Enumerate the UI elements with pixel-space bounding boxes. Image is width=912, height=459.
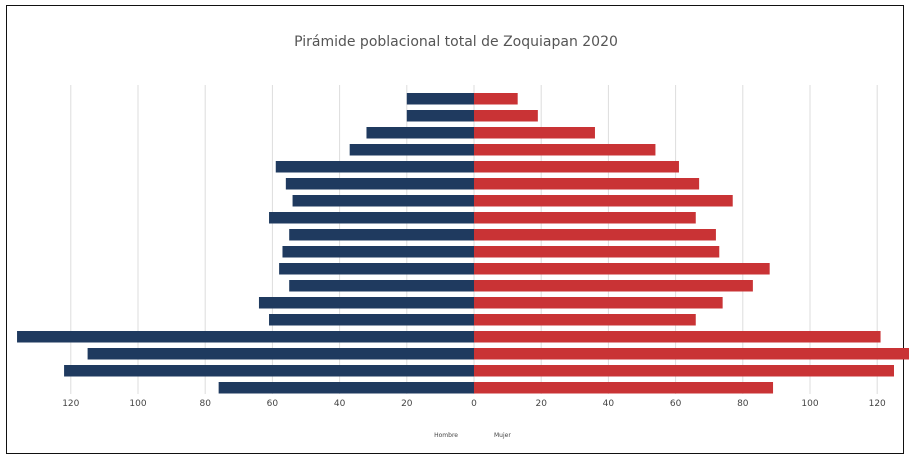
legend: Hombre Mujer xyxy=(434,432,511,439)
bar-hombre xyxy=(269,314,474,326)
bar-mujer xyxy=(474,246,720,258)
bar-mujer xyxy=(474,178,700,190)
bar-mujer xyxy=(474,314,696,326)
bar-hombre xyxy=(87,348,474,360)
bar-mujer xyxy=(474,110,538,122)
bar-mujer xyxy=(474,263,770,275)
x-tick-label: 40 xyxy=(603,399,615,409)
x-tick-label: 100 xyxy=(129,399,146,409)
bar-mujer xyxy=(474,144,656,156)
bar-hombre xyxy=(17,331,474,343)
x-tick-label: 100 xyxy=(801,399,818,409)
bar-hombre xyxy=(285,178,474,190)
bar-mujer xyxy=(474,93,518,105)
x-tick-label: 20 xyxy=(401,399,413,409)
bar-mujer xyxy=(474,365,894,377)
bar-hombre xyxy=(366,127,474,139)
x-tick-label: 20 xyxy=(535,399,547,409)
x-tick-labels: 120 100 80 60 40 20 0 20 40 60 80 100 120 xyxy=(62,399,886,409)
bar-hombre xyxy=(218,382,474,394)
x-tick-label: 120 xyxy=(869,399,886,409)
bar-mujer xyxy=(474,212,696,224)
bar-mujer xyxy=(474,331,881,343)
bar-hombre xyxy=(289,229,474,241)
chart-title: Pirámide poblacional total de Zoquiapan … xyxy=(294,34,618,50)
bar-hombre xyxy=(349,144,474,156)
bar-mujer xyxy=(474,280,753,292)
x-tick-label: 120 xyxy=(62,399,79,409)
bar-hombre xyxy=(292,195,474,207)
bar-hombre xyxy=(258,297,474,309)
legend-label-mujer: Mujer xyxy=(494,432,511,439)
bar-hombre xyxy=(282,246,474,258)
bar-hombre xyxy=(289,280,474,292)
bar-mujer xyxy=(474,195,733,207)
bar-hombre xyxy=(279,263,474,275)
bars xyxy=(17,93,909,394)
bar-hombre xyxy=(269,212,474,224)
x-tick-label: 80 xyxy=(199,399,211,409)
bar-hombre xyxy=(64,365,474,377)
bar-hombre xyxy=(406,110,474,122)
x-tick-label: 60 xyxy=(670,399,682,409)
bar-mujer xyxy=(474,348,909,360)
legend-label-hombre: Hombre xyxy=(434,432,458,439)
x-tick-label: 80 xyxy=(737,399,749,409)
bar-mujer xyxy=(474,297,723,309)
x-tick-label: 60 xyxy=(267,399,279,409)
bar-mujer xyxy=(474,161,679,173)
bar-hombre xyxy=(406,93,474,105)
bar-hombre xyxy=(275,161,474,173)
x-tick-label: 0 xyxy=(471,399,477,409)
bar-mujer xyxy=(474,382,774,394)
bar-mujer xyxy=(474,127,595,139)
bar-mujer xyxy=(474,229,716,241)
x-tick-label: 40 xyxy=(334,399,346,409)
